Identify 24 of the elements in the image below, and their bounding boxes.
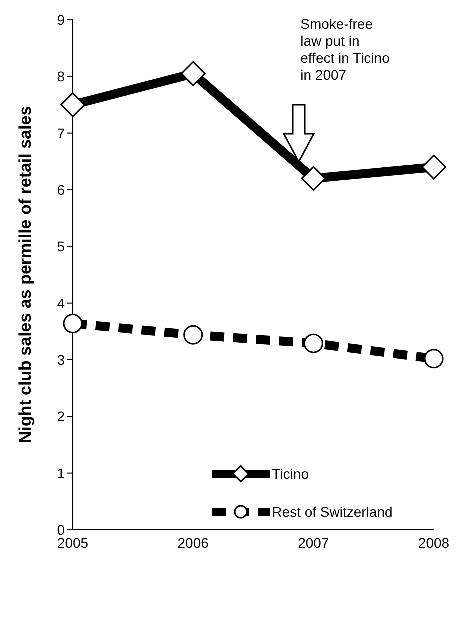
y-tick-label: 6: [57, 182, 66, 198]
point: [63, 314, 83, 334]
y-tick-label: 7: [57, 125, 66, 142]
annotation: Smoke-free law put in effect in Ticino in 2007: [300, 16, 391, 84]
y-tick-label: 4: [57, 295, 66, 312]
x-tick-label: 2008: [418, 534, 450, 551]
y-tick-label: 2: [57, 408, 66, 425]
x-tick-label: 2007: [298, 534, 330, 551]
point: [424, 349, 444, 369]
point: [301, 166, 326, 192]
y-axis-title: Night club sales as permille of retail sales: [16, 106, 36, 444]
legend-label: Rest of Switzerland: [272, 504, 393, 520]
point: [422, 154, 446, 180]
y-tick-label: 3: [57, 352, 66, 368]
legend-label: Ticino: [272, 466, 309, 482]
point: [304, 334, 324, 354]
point: [180, 61, 206, 86]
y-tick-label: 9: [57, 12, 66, 28]
y-tick-label: 5: [57, 238, 66, 255]
y-tick-label: 1: [57, 465, 66, 482]
point: [60, 92, 86, 118]
point: [184, 325, 204, 345]
y-tick-label: 8: [57, 68, 66, 85]
x-tick-label: 2006: [178, 534, 210, 551]
